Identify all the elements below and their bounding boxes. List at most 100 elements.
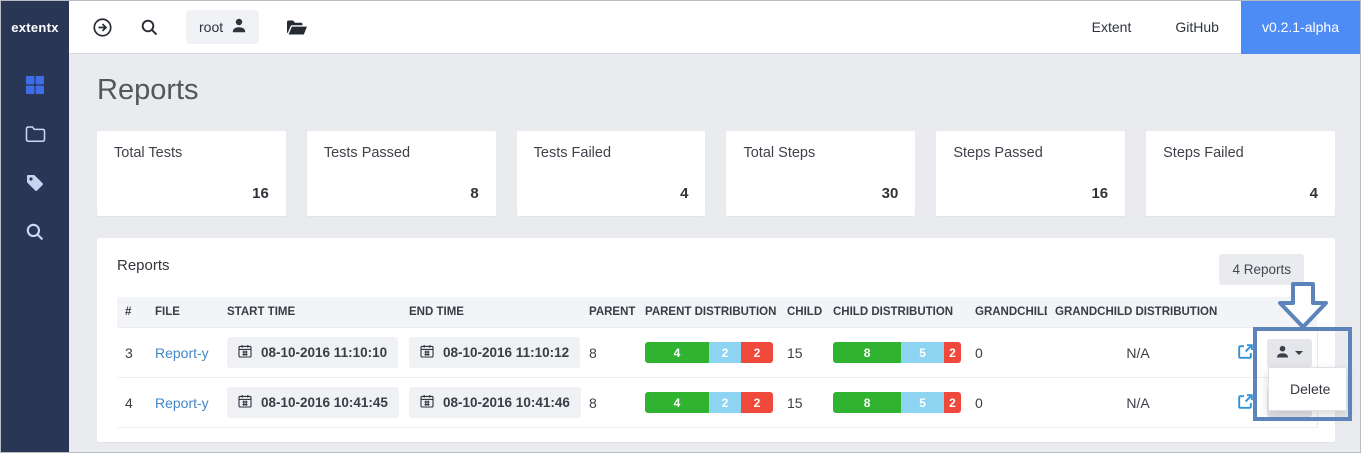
report-file-link[interactable]: Report-y <box>155 394 209 411</box>
sidebar-item-search[interactable] <box>22 221 48 247</box>
table-row: 3 Report-y 08-10-2016 11:10:10 <box>117 327 1318 378</box>
fail-segment: 2 <box>943 392 961 413</box>
stat-card-total-tests: Total Tests 16 <box>97 131 286 216</box>
row-actions-dropdown: Delete <box>1268 367 1347 411</box>
reports-panel: Reports 4 Reports # FILE START TIME END … <box>97 238 1335 442</box>
link-github[interactable]: GitHub <box>1175 19 1219 35</box>
sidebar-item-dashboard[interactable] <box>22 74 48 100</box>
col-header-grandchild: GRANDCHILD <box>967 297 1047 328</box>
start-time-pill: 08-10-2016 11:10:10 <box>227 337 399 368</box>
stat-value: 4 <box>1309 185 1318 202</box>
stat-label: Steps Failed <box>1163 145 1244 161</box>
fail-segment: 2 <box>741 342 773 363</box>
child-distribution-bar: 8 5 2 <box>833 342 961 363</box>
stats-row: Total Tests 16 Tests Passed 8 Tests Fail… <box>97 131 1335 216</box>
chevron-down-icon <box>1295 350 1303 355</box>
arrow-circle-icon[interactable] <box>92 17 113 38</box>
stat-card-total-steps: Total Steps 30 <box>726 131 916 216</box>
version-badge[interactable]: v0.2.1-alpha <box>1240 0 1360 54</box>
grandchild-distribution: N/A <box>1047 327 1229 378</box>
stat-card-tests-passed: Tests Passed 8 <box>306 131 496 216</box>
sidebar: extentx <box>1 1 69 452</box>
pass-segment: 8 <box>833 392 902 413</box>
end-time-pill: 08-10-2016 10:41:46 <box>409 387 581 418</box>
pass-segment: 4 <box>645 392 709 413</box>
end-time-value: 08-10-2016 10:41:46 <box>443 395 570 410</box>
child-count: 15 <box>779 327 825 378</box>
calendar-icon <box>238 344 252 361</box>
child-distribution-bar: 8 5 2 <box>833 392 961 413</box>
row-num: 3 <box>117 327 147 378</box>
row-actions-button[interactable] <box>1267 338 1312 367</box>
start-time-value: 08-10-2016 10:41:45 <box>261 395 388 410</box>
stat-value: 16 <box>252 185 269 202</box>
stat-label: Steps Passed <box>953 145 1043 161</box>
col-header-parent: PARENT <box>581 297 637 328</box>
col-header-child: CHILD <box>779 297 825 328</box>
folder-open-icon[interactable] <box>286 19 308 36</box>
stat-value: 4 <box>680 185 689 202</box>
table-row: 4 Report-y 08-10-2016 10:41:45 <box>117 377 1318 428</box>
start-time-pill: 08-10-2016 10:41:45 <box>227 387 399 418</box>
user-icon <box>1276 345 1289 361</box>
fail-segment: 2 <box>943 342 961 363</box>
child-count: 15 <box>779 377 825 428</box>
col-header-file: FILE <box>147 297 219 328</box>
col-header-actions <box>1259 297 1317 328</box>
stat-card-tests-failed: Tests Failed 4 <box>516 131 706 216</box>
calendar-icon <box>238 394 252 411</box>
user-chip[interactable]: root <box>186 10 260 44</box>
col-header-parent-distribution: PARENT DISTRIBUTION <box>637 297 779 328</box>
grandchild-count: 0 <box>967 327 1047 378</box>
parent-count: 8 <box>581 377 637 428</box>
warn-segment: 5 <box>901 342 944 363</box>
sidebar-nav <box>1 54 69 270</box>
grandchild-distribution: N/A <box>1047 377 1229 428</box>
stat-value: 16 <box>1091 185 1109 202</box>
row-num: 4 <box>117 377 147 428</box>
sidebar-item-tags[interactable] <box>22 172 48 198</box>
main-content: Reports Total Tests 16 Tests Passed 8 Te… <box>69 54 1360 452</box>
stat-label: Total Tests <box>114 145 183 161</box>
folder-icon <box>25 125 46 148</box>
pass-segment: 8 <box>833 342 902 363</box>
pass-segment: 4 <box>645 342 709 363</box>
report-count-badge: 4 Reports <box>1219 254 1304 285</box>
parent-distribution-bar: 4 2 2 <box>645 392 773 413</box>
search-icon <box>25 222 45 247</box>
open-report-icon[interactable] <box>1237 343 1254 360</box>
stat-value: 30 <box>881 185 899 202</box>
user-chip-label: root <box>199 19 224 35</box>
sidebar-item-projects[interactable] <box>22 123 48 149</box>
search-icon[interactable] <box>140 18 159 37</box>
col-header-start-time: START TIME <box>219 297 401 328</box>
col-header-end-time: END TIME <box>401 297 581 328</box>
fail-segment: 2 <box>741 392 773 413</box>
topbar: root Extent GitHub v0.2.1-alpha <box>69 0 1360 54</box>
stat-card-steps-passed: Steps Passed 16 <box>936 131 1126 216</box>
warn-segment: 2 <box>709 342 741 363</box>
parent-count: 8 <box>581 327 637 378</box>
warn-segment: 5 <box>901 392 944 413</box>
stat-label: Tests Passed <box>323 145 411 161</box>
table-header-row: # FILE START TIME END TIME PARENT PARENT… <box>117 297 1317 328</box>
col-header-grandchild-distribution: GRANDCHILD DISTRIBUTION <box>1047 297 1229 328</box>
page-title: Reports <box>97 74 199 106</box>
report-file-link[interactable]: Report-y <box>155 344 209 361</box>
reports-panel-title: Reports <box>117 257 170 274</box>
tag-icon <box>25 173 45 198</box>
col-header-link <box>1229 297 1259 328</box>
topbar-right: Extent GitHub v0.2.1-alpha <box>1070 0 1360 54</box>
start-time-value: 08-10-2016 11:10:10 <box>261 345 388 360</box>
open-report-icon[interactable] <box>1237 393 1254 410</box>
warn-segment: 2 <box>709 392 741 413</box>
parent-distribution-bar: 4 2 2 <box>645 342 773 363</box>
link-extent[interactable]: Extent <box>1091 19 1132 35</box>
reports-table: # FILE START TIME END TIME PARENT PARENT… <box>117 297 1318 428</box>
calendar-icon <box>420 344 434 361</box>
grandchild-count: 0 <box>967 377 1047 428</box>
dropdown-item-delete[interactable]: Delete <box>1290 381 1331 397</box>
dashboard-grid-icon <box>25 75 45 100</box>
end-time-value: 08-10-2016 11:10:12 <box>443 345 570 360</box>
stat-label: Total Steps <box>743 145 816 161</box>
